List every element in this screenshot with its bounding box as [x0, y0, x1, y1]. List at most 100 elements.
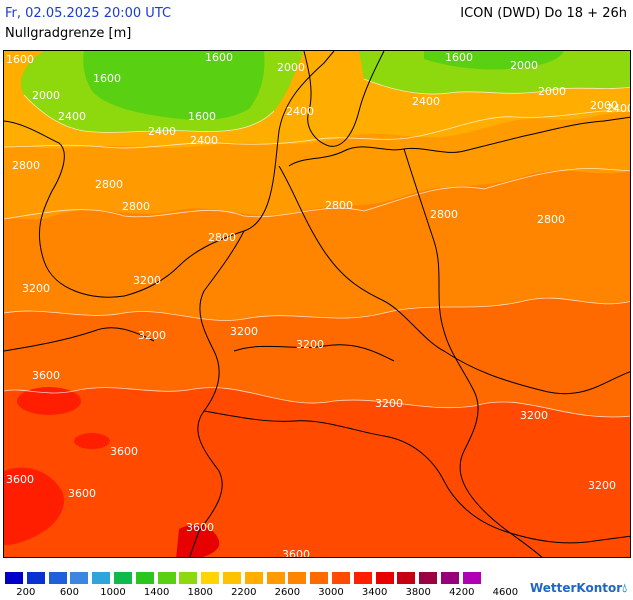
- legend-tick-label: 4600: [492, 587, 519, 598]
- contour-label: 3200: [375, 397, 403, 410]
- contour-label: 2000: [510, 59, 538, 72]
- contour-label: 3200: [22, 282, 50, 295]
- legend-tick-label: 2600: [274, 587, 301, 598]
- freezing-level-map: 1600 1600 1600 1600 1600 2000 2000 2000 2000 2400…: [3, 50, 631, 558]
- legend-swatch: [134, 571, 155, 585]
- coastline-baltic: [288, 116, 630, 167]
- legend-swatch: [265, 571, 286, 585]
- contour-label: 2800: [12, 159, 40, 172]
- field-1600-east: [424, 51, 564, 70]
- legend-swatch: [69, 571, 90, 585]
- brand-name: WetterKontor: [529, 581, 623, 595]
- contour-label: 2000: [277, 61, 305, 74]
- contour-label: 1600: [6, 53, 34, 66]
- parameter-title: Nullgradgrenze [m]: [5, 26, 132, 41]
- contour-label: 2000: [538, 85, 566, 98]
- legend-swatch: [25, 571, 46, 585]
- contour-label: 3600: [32, 369, 60, 382]
- coastline-denmark: [303, 51, 385, 147]
- border-central: [278, 165, 630, 395]
- field-3800-west-a: [17, 387, 81, 415]
- legend-swatch: [243, 571, 264, 585]
- water-drop-icon: 💧︎: [622, 581, 627, 595]
- contour-label: 1600: [205, 51, 233, 64]
- contour-label: 3600: [186, 521, 214, 534]
- contour-label: 2800: [430, 208, 458, 221]
- legend-tick-label: 1000: [100, 587, 126, 598]
- legend-swatch: [222, 571, 242, 585]
- legend-tick-label: 3000: [318, 587, 344, 598]
- contour-3600: [4, 387, 630, 418]
- contour-label: 2000: [32, 89, 60, 102]
- contour-label: 2400: [58, 110, 86, 123]
- contour-label: 2800: [95, 178, 123, 191]
- contour-label: 2400: [412, 95, 440, 108]
- legend-swatch: [178, 571, 199, 585]
- contour-label: 2400: [190, 134, 218, 147]
- field-2000-east: [359, 51, 630, 95]
- contour-label: 2000: [590, 99, 618, 112]
- contour-label: 1600: [93, 72, 121, 85]
- legend-swatch: [440, 571, 460, 585]
- model-run-info: ICON (DWD) Do 18 + 26h: [460, 6, 627, 21]
- contour-label: 2800: [122, 200, 150, 213]
- contour-3200: [4, 297, 630, 321]
- contour-label: 1600: [188, 110, 216, 123]
- legend-swatch: [352, 571, 373, 585]
- coastline-west: [4, 51, 335, 298]
- legend-tick-label: 1800: [187, 587, 213, 598]
- contour-label: 2800: [537, 213, 565, 226]
- legend-swatch: [91, 571, 112, 585]
- field-3800-southwest: [4, 467, 65, 545]
- legend-swatch: [4, 571, 24, 585]
- legend-swatch: [396, 571, 417, 585]
- borders-coastlines: [4, 51, 630, 557]
- legend-swatch: [287, 571, 308, 585]
- contour-label: 3200: [230, 325, 258, 338]
- contour-label: 2400: [606, 102, 631, 115]
- legend-tick-label: 200: [16, 587, 36, 598]
- contour-label: 3200: [296, 338, 324, 351]
- wetterkontor-logo: WetterKontor💧︎: [530, 581, 627, 596]
- field-3800-west-b: [74, 433, 110, 449]
- contour-label: 1600: [445, 51, 473, 64]
- border-east: [403, 148, 543, 557]
- contour-label: 2400: [148, 125, 176, 138]
- legend-tick-label: 2200: [231, 587, 257, 598]
- forecast-valid-time: Fr, 02.05.2025 20:00 UTC: [5, 6, 172, 21]
- border-south: [203, 410, 630, 544]
- contour-label: 3200: [138, 329, 166, 342]
- field-4200-alps: [176, 525, 220, 557]
- legend-swatch: [461, 571, 482, 585]
- legend-swatch: [374, 571, 395, 585]
- contour-label: 3600: [68, 487, 96, 500]
- contour-label: 3600: [282, 548, 310, 558]
- legend-tick-label: 3800: [405, 587, 431, 598]
- border-channel: [4, 327, 155, 352]
- legend-swatch: [200, 571, 221, 585]
- legend-swatch: [156, 571, 177, 585]
- contour-label: 3200: [520, 409, 548, 422]
- contour-label: 3200: [588, 479, 616, 492]
- legend-tick-label: 3400: [361, 587, 388, 598]
- legend-swatch: [47, 571, 68, 585]
- contour-2000-west: [23, 94, 275, 133]
- legend-tick-label: 1400: [143, 587, 170, 598]
- contour-2000-east: [363, 78, 630, 95]
- contour-label: 2800: [208, 231, 236, 244]
- legend-tick-label: 4200: [449, 587, 475, 598]
- contour-lines: [4, 78, 630, 418]
- border-west: [189, 230, 245, 557]
- contour-2400: [4, 110, 630, 149]
- border-inner: [233, 344, 395, 362]
- contour-label: 2800: [325, 199, 353, 212]
- field-1600-west: [83, 51, 265, 120]
- contour-label: 3600: [6, 473, 34, 486]
- legend-swatch: [113, 571, 133, 585]
- legend-swatch: [331, 571, 351, 585]
- contour-label: 2400: [286, 105, 314, 118]
- contour-2800: [4, 168, 630, 220]
- contour-label: 3600: [110, 445, 138, 458]
- contour-label: 3200: [133, 274, 161, 287]
